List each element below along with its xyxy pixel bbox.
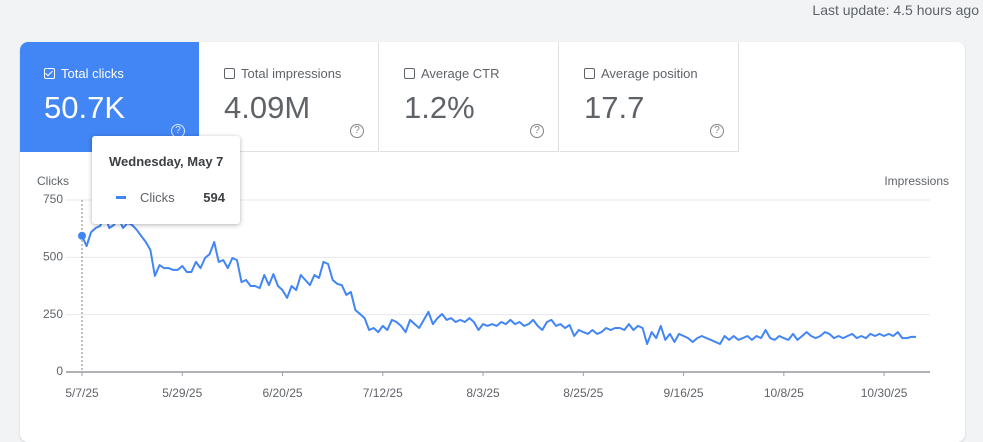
tooltip-series-name: Clicks bbox=[140, 190, 175, 205]
hover-point bbox=[78, 231, 86, 240]
metric-name: Average CTR bbox=[421, 66, 500, 81]
x-tick-label: 9/16/25 bbox=[664, 386, 704, 400]
metric-value: 50.7K bbox=[44, 90, 126, 125]
metric-label: Total clicks bbox=[44, 66, 124, 81]
x-tick-label: 6/20/25 bbox=[263, 386, 303, 400]
performance-card: Total clicks 50.7K? Total impressions 4.09M… bbox=[20, 42, 965, 442]
y-tick-label: 500 bbox=[43, 250, 63, 264]
tooltip-value: 594 bbox=[203, 190, 225, 205]
x-tick-label: 8/25/25 bbox=[563, 386, 603, 400]
tooltip-series: Clicks bbox=[116, 190, 175, 205]
x-tick-label: 8/3/25 bbox=[466, 386, 500, 400]
tooltip: Wednesday, May 7 Clicks 594 bbox=[92, 136, 240, 224]
metric-label: Average CTR bbox=[404, 66, 500, 81]
y-tick-label: 750 bbox=[43, 192, 63, 206]
page: Last update: 4.5 hours ago Total clicks 5… bbox=[0, 0, 983, 424]
metric-name: Average position bbox=[601, 66, 698, 81]
y-tick-label: 0 bbox=[56, 364, 63, 378]
help-icon[interactable]: ? bbox=[530, 124, 544, 138]
checkbox[interactable] bbox=[404, 68, 415, 79]
metric-tile[interactable]: Total impressions 4.09M? bbox=[200, 42, 379, 152]
metric-name: Total clicks bbox=[61, 66, 124, 81]
metric-tile[interactable]: Total clicks 50.7K? bbox=[20, 42, 199, 152]
last-update: Last update: 4.5 hours ago bbox=[812, 2, 979, 18]
y2-axis-label: Impressions bbox=[884, 174, 949, 188]
help-icon[interactable]: ? bbox=[710, 124, 724, 138]
x-tick-label: 10/30/25 bbox=[861, 386, 908, 400]
checkbox[interactable] bbox=[224, 68, 235, 79]
metric-value: 17.7 bbox=[584, 90, 645, 125]
metric-name: Total impressions bbox=[241, 66, 342, 81]
checkbox[interactable] bbox=[584, 68, 595, 79]
x-tick-label: 5/29/25 bbox=[162, 386, 202, 400]
y-tick-label: 250 bbox=[43, 307, 63, 321]
y-axis-label: Clicks bbox=[37, 174, 69, 188]
metric-value: 1.2% bbox=[404, 90, 475, 125]
metric-label: Average position bbox=[584, 66, 698, 81]
help-icon[interactable]: ? bbox=[350, 124, 364, 138]
clicks-line bbox=[81, 214, 916, 345]
metric-tile[interactable]: Average CTR 1.2%? bbox=[380, 42, 559, 152]
metric-label: Total impressions bbox=[224, 66, 341, 81]
checkbox[interactable] bbox=[44, 68, 55, 79]
x-tick-label: 7/12/25 bbox=[363, 386, 403, 400]
tooltip-date: Wednesday, May 7 bbox=[109, 154, 224, 169]
metric-tile[interactable]: Average position 17.7? bbox=[560, 42, 739, 152]
x-tick-label: 5/7/25 bbox=[65, 386, 99, 400]
x-tick-label: 10/8/25 bbox=[764, 386, 804, 400]
metric-value: 4.09M bbox=[224, 90, 311, 125]
